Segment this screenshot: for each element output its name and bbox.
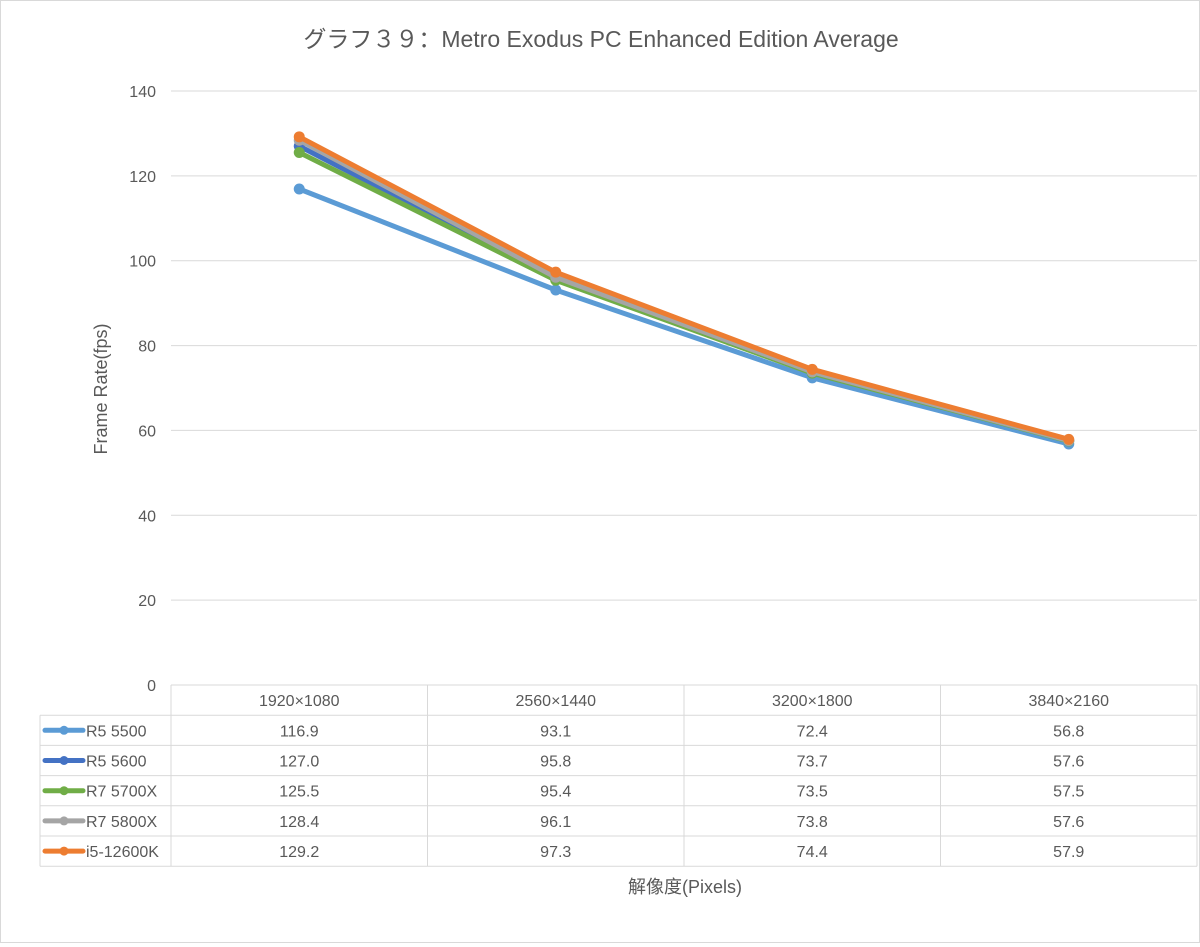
y-tick-label: 120	[129, 169, 156, 186]
series-line	[296, 143, 1072, 444]
table-value: 95.4	[540, 784, 571, 801]
legend-series-name: R7 5800X	[86, 814, 157, 831]
legend-series-name: R5 5600	[86, 754, 147, 771]
series-r7-5700x	[293, 147, 1075, 447]
y-axis-label: Frame Rate(fps)	[91, 323, 111, 454]
legend-key-marker	[59, 816, 69, 826]
series-line	[296, 137, 1072, 444]
table-value: 95.8	[540, 754, 571, 771]
x-category-label: 1920×1080	[259, 693, 340, 710]
series-r5-5600	[293, 140, 1075, 447]
data-point	[293, 147, 305, 159]
table-value: 73.7	[797, 754, 828, 771]
table-value: 125.5	[279, 784, 319, 801]
legend-series-name: R7 5700X	[86, 784, 157, 801]
x-axis-label: 解像度(Pixels)	[628, 877, 742, 897]
table-value: 57.9	[1053, 844, 1084, 861]
table-value: 128.4	[279, 814, 319, 831]
data-point	[1063, 433, 1075, 445]
legend-series-name: i5-12600K	[86, 844, 159, 861]
y-tick-label: 60	[138, 423, 156, 440]
series-r7-5800x	[293, 134, 1075, 447]
x-category-label: 2560×1440	[515, 693, 596, 710]
table-value: 56.8	[1053, 723, 1084, 740]
x-category-label: 3840×2160	[1028, 693, 1109, 710]
data-point	[293, 183, 305, 195]
table-value: 116.9	[280, 723, 319, 740]
table-value: 96.1	[540, 814, 571, 831]
table-value: 73.5	[797, 784, 828, 801]
table-value: 57.6	[1053, 754, 1084, 771]
legend-series-name: R5 5500	[86, 723, 147, 740]
y-tick-label: 0	[147, 678, 156, 695]
x-category-label: 3200×1800	[772, 693, 853, 710]
y-tick-label: 80	[138, 339, 156, 356]
data-point	[550, 266, 562, 278]
legend-key-marker	[59, 756, 69, 765]
series-line	[296, 186, 1072, 447]
table-value: 57.6	[1053, 814, 1084, 831]
y-tick-label: 140	[129, 84, 156, 101]
legend-key-marker	[59, 846, 69, 856]
data-table: 1920×1080 2560×1440 3200×1800 3840×2160 R5 5…	[39, 684, 1198, 867]
legend-key-marker	[59, 786, 69, 796]
table-value: 72.4	[797, 723, 828, 740]
legend-key-marker	[59, 725, 69, 735]
y-tick-label: 40	[138, 508, 156, 525]
data-point	[806, 363, 818, 375]
chart-title: グラフ３９：Metro Exodus PC Enhanced Edition A…	[303, 26, 898, 52]
table-value: 93.1	[540, 723, 571, 740]
y-tick-label: 20	[138, 593, 156, 610]
y-tick-label: 100	[129, 254, 156, 271]
table-value: 129.2	[279, 844, 319, 861]
data-point	[550, 284, 562, 296]
table-value: 73.8	[797, 814, 828, 831]
data-point	[293, 131, 305, 143]
table-value: 57.5	[1053, 784, 1084, 801]
table-value: 74.4	[797, 844, 828, 861]
series-lines	[293, 131, 1075, 450]
table-value: 97.3	[540, 844, 571, 861]
y-axis-ticks: 0 20 40 60 80 100 120 140	[129, 84, 156, 695]
series-line	[296, 134, 1072, 442]
series-i5-12600k	[293, 131, 1075, 445]
table-value: 127.0	[279, 754, 319, 771]
